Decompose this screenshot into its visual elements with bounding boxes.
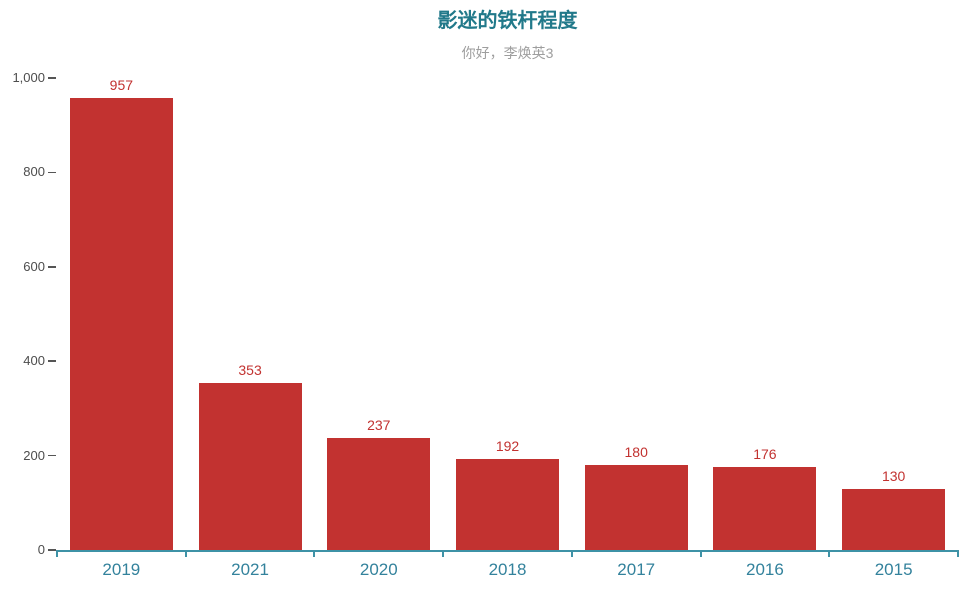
bar-2020[interactable] bbox=[327, 438, 431, 550]
x-axis-tick bbox=[699, 550, 702, 557]
y-axis-tick bbox=[48, 171, 56, 174]
x-axis-tick bbox=[56, 550, 58, 557]
y-axis-tick bbox=[48, 454, 56, 457]
bar-value-label: 180 bbox=[624, 444, 648, 461]
y-axis-tick bbox=[48, 360, 56, 362]
x-axis-tick bbox=[570, 550, 573, 557]
chart-title: 影迷的铁杆程度 bbox=[437, 10, 578, 32]
y-axis-label: 400 bbox=[23, 353, 45, 369]
x-axis-tick bbox=[313, 550, 316, 557]
x-axis-tick bbox=[184, 550, 187, 557]
y-axis-tick bbox=[48, 266, 56, 268]
y-axis-label: 800 bbox=[23, 164, 45, 180]
y-axis-label: 200 bbox=[23, 447, 45, 463]
x-axis-label-2021: 2021 bbox=[231, 560, 269, 579]
bar-value-label: 237 bbox=[367, 417, 391, 434]
y-axis-tick bbox=[48, 549, 56, 551]
bar-value-label: 957 bbox=[109, 77, 134, 94]
bar-value-label: 130 bbox=[881, 467, 906, 484]
x-axis-label-2015: 2015 bbox=[874, 560, 913, 579]
x-axis-tick bbox=[828, 550, 831, 557]
bar-2019[interactable] bbox=[69, 98, 173, 550]
x-axis-label-2018: 2018 bbox=[488, 560, 527, 579]
bar-value-label: 176 bbox=[753, 445, 777, 462]
y-axis-label: 0 bbox=[37, 542, 45, 557]
x-axis-label-2020: 2020 bbox=[359, 560, 398, 579]
x-axis-label-2016: 2016 bbox=[746, 560, 784, 579]
bar-2016[interactable] bbox=[713, 466, 817, 550]
bar-value-label: 192 bbox=[495, 438, 520, 455]
y-axis-label: 1,000 bbox=[12, 70, 45, 85]
chart-subtitle: 你好，李焕英3 bbox=[461, 45, 554, 61]
x-axis-label-2019: 2019 bbox=[102, 560, 141, 579]
bar-value-label: 353 bbox=[238, 362, 262, 379]
bar-2015[interactable] bbox=[842, 488, 946, 550]
x-axis-tick bbox=[957, 550, 959, 557]
bar-2017[interactable] bbox=[584, 465, 688, 550]
bar-2018[interactable] bbox=[456, 459, 559, 550]
x-axis-line bbox=[57, 550, 958, 552]
bar-2021[interactable] bbox=[198, 383, 302, 550]
y-axis-label: 600 bbox=[23, 258, 45, 274]
x-axis-tick bbox=[442, 550, 445, 557]
chart-header: 影迷的铁杆程度 你好，李焕英3 bbox=[57, 8, 958, 61]
y-axis-tick bbox=[48, 77, 56, 79]
x-axis-label-2017: 2017 bbox=[617, 560, 656, 579]
